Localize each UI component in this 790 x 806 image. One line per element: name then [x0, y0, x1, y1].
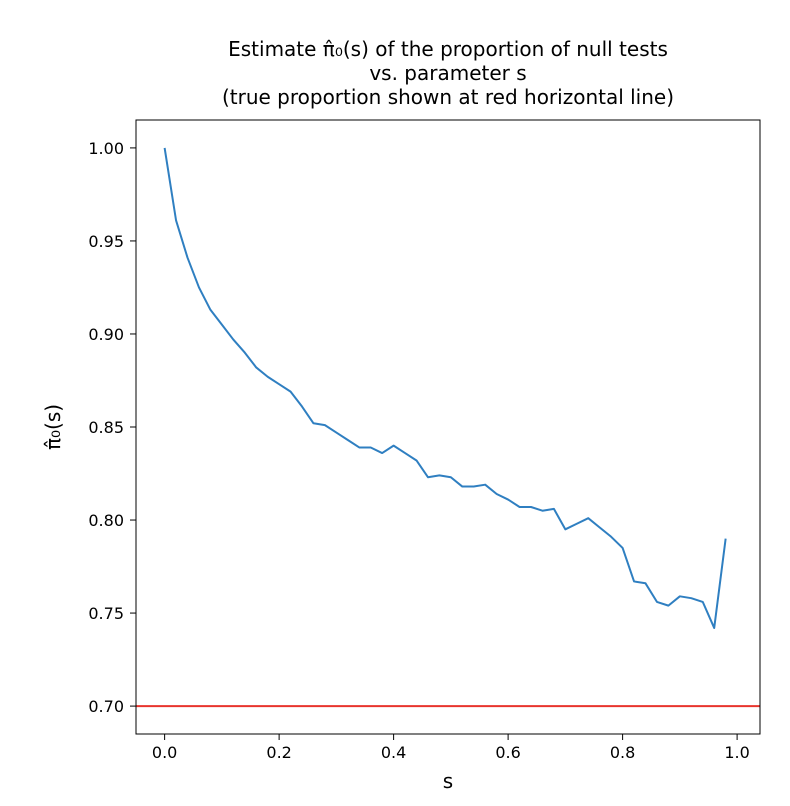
x-tick-label: 1.0	[724, 743, 749, 762]
x-tick-label: 0.8	[610, 743, 635, 762]
title-line-2: (true proportion shown at red horizontal…	[222, 85, 674, 109]
y-tick-label: 0.95	[88, 232, 124, 251]
chart-title: Estimate π̂₀(s) of the proportion of nul…	[222, 37, 674, 109]
plot-area	[135, 119, 761, 735]
title-line-0: Estimate π̂₀(s) of the proportion of nul…	[228, 37, 668, 61]
y-tick-label: 0.80	[88, 511, 124, 530]
x-tick-label: 0.6	[495, 743, 520, 762]
y-tick-label: 1.00	[88, 139, 124, 158]
x-tick-label: 0.0	[152, 743, 177, 762]
y-tick-label: 0.75	[88, 604, 124, 623]
axes-frame	[135, 119, 761, 735]
x-axis-label: s	[443, 769, 453, 793]
x-tick-label: 0.4	[381, 743, 406, 762]
y-axis: 0.70 0.75 0.80 0.85 0.90 0.95 1.00	[88, 139, 136, 716]
x-tick-label: 0.2	[266, 743, 291, 762]
title-line-1: vs. parameter s	[369, 61, 526, 85]
y-tick-label: 0.85	[88, 418, 124, 437]
x-axis: 0.0 0.2 0.4 0.6 0.8 1.0	[152, 734, 750, 762]
y-axis-label: π̂₀(s)	[41, 404, 65, 450]
y-tick-label: 0.90	[88, 325, 124, 344]
y-tick-label: 0.70	[88, 697, 124, 716]
series-line-0	[163, 147, 727, 629]
series-group	[136, 147, 760, 708]
